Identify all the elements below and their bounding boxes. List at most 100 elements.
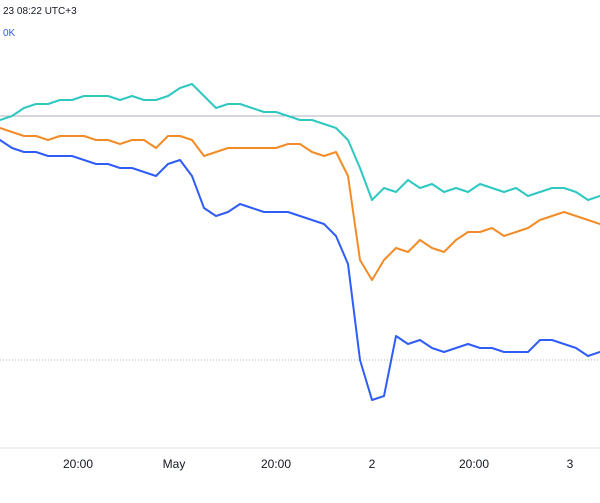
series-1-point (383, 187, 385, 189)
series-2-point (299, 143, 301, 145)
series-1-point (455, 187, 457, 189)
series-2-point (515, 231, 517, 233)
series-2-point (383, 259, 385, 261)
series-2-point (527, 227, 529, 229)
series-3-point (419, 339, 421, 341)
series-2-point (503, 235, 505, 237)
series-3-point (35, 151, 37, 153)
series-3-point (287, 211, 289, 213)
series-3-point (11, 147, 13, 149)
series-1-point (59, 99, 61, 101)
series-2-point (287, 143, 289, 145)
series-2-point (35, 135, 37, 137)
series-2-point (107, 139, 109, 141)
series-1-point (539, 191, 541, 193)
series-2 (0, 127, 600, 281)
series-3-point (83, 159, 85, 161)
series-1-point (263, 111, 265, 113)
series-1-point (575, 191, 577, 193)
series-1-point (23, 107, 25, 109)
series-1-point (35, 103, 37, 105)
series-1-point (11, 115, 13, 117)
series-2-point (455, 239, 457, 241)
series-3-point (23, 151, 25, 153)
series-3-point (47, 155, 49, 157)
series-3-point (215, 215, 217, 217)
series-2-point (275, 147, 277, 149)
series-3-point (443, 351, 445, 353)
x-tick-label: May (163, 457, 186, 471)
series-3-point (479, 347, 481, 349)
series-1-point (407, 179, 409, 181)
series-2-point (59, 135, 61, 137)
series-2-point (167, 135, 169, 137)
series-3-point (359, 359, 361, 361)
series-3-point (71, 155, 73, 157)
x-axis: 20:00 May 20:00 2 20:00 3 (63, 457, 574, 471)
series-1-point (395, 191, 397, 193)
series-1-point (239, 103, 241, 105)
series-3 (0, 139, 600, 401)
series-3-point (371, 399, 373, 401)
series-2-point (131, 139, 133, 141)
series-3-point (263, 211, 265, 213)
series-2-point (23, 135, 25, 137)
series-3-point (239, 203, 241, 205)
series-1-point (479, 183, 481, 185)
series-3-point (275, 211, 277, 213)
series-3-point (527, 351, 529, 353)
series-layer (0, 83, 600, 401)
series-2-point (311, 151, 313, 153)
series-3-point (167, 163, 169, 165)
series-3-point (539, 339, 541, 341)
series-1-point (179, 87, 181, 89)
series-1-point (551, 187, 553, 189)
series-2-point (491, 227, 493, 229)
series-1-point (203, 95, 205, 97)
series-1-point (251, 107, 253, 109)
series-2-point (179, 135, 181, 137)
series-1-point (0, 119, 1, 121)
series-1-point (491, 187, 493, 189)
series-1-point (155, 99, 157, 101)
series-2-point (239, 147, 241, 149)
series-2-point (431, 247, 433, 249)
series-2-point (563, 211, 565, 213)
series-3-point (407, 343, 409, 345)
x-tick-label: 20:00 (63, 457, 93, 471)
series-3-point (179, 159, 181, 161)
series-1-point (95, 95, 97, 97)
series-3-point (191, 175, 193, 177)
series-2-point (587, 219, 589, 221)
series-2-point (335, 151, 337, 153)
series-2-point (71, 135, 73, 137)
series-2-point (119, 143, 121, 145)
series-3-point (323, 223, 325, 225)
series-2-point (467, 231, 469, 233)
series-3-point (143, 171, 145, 173)
series-1-point (515, 187, 517, 189)
series-1-point (167, 95, 169, 97)
series-3-point (311, 219, 313, 221)
series-3-point (119, 167, 121, 169)
series-1-point (227, 103, 229, 105)
series-1-point (347, 139, 349, 141)
series-2-point (575, 215, 577, 217)
series-1-point (119, 99, 121, 101)
series-3-point (467, 343, 469, 345)
series-2-point (47, 139, 49, 141)
series-2-point (155, 147, 157, 149)
series-3-point (155, 175, 157, 177)
series-3-point (299, 215, 301, 217)
series-3-point (587, 355, 589, 357)
series-3-point (107, 163, 109, 165)
series-3-point (0, 139, 1, 141)
series-1-point (191, 83, 193, 85)
series-3-point (515, 351, 517, 353)
series-2-point (191, 139, 193, 141)
series-2-point (347, 175, 349, 177)
series-3-point (395, 335, 397, 337)
